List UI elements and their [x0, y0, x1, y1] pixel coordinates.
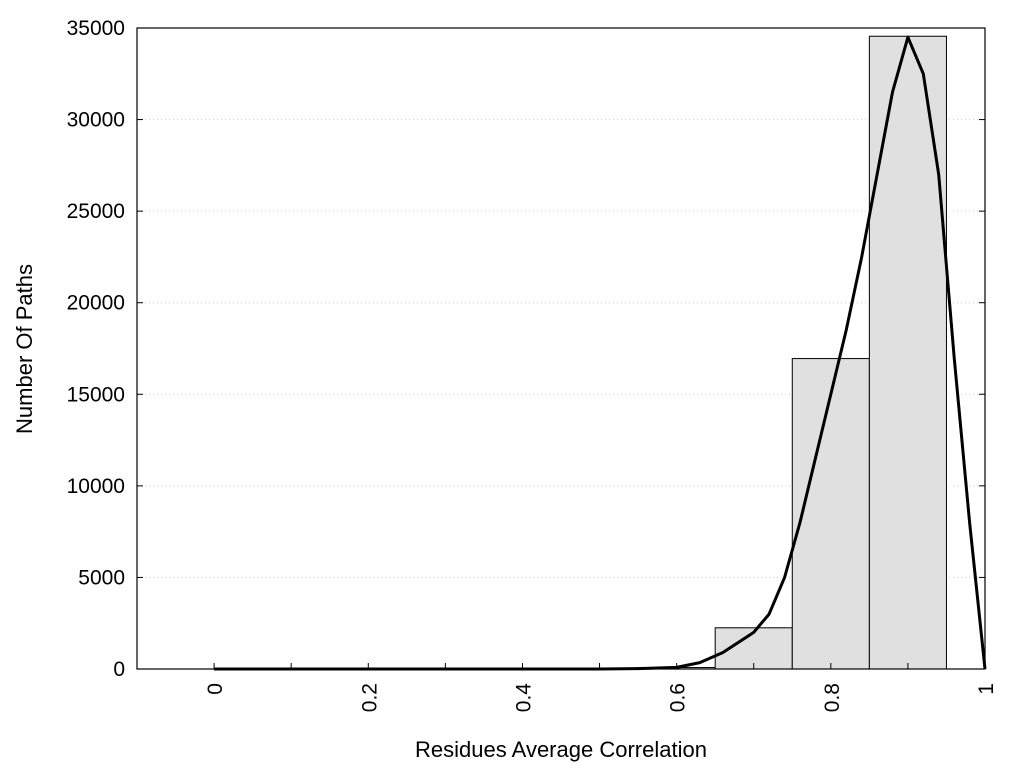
y-tick-label: 15000: [67, 383, 125, 406]
x-axis-title: Residues Average Correlation: [415, 737, 707, 762]
y-tick-label: 35000: [67, 17, 125, 40]
y-axis-title: Number Of Paths: [12, 264, 37, 434]
bars-layer: [637, 35, 947, 670]
density-curve: [214, 35, 987, 671]
y-tick-label: 10000: [67, 475, 125, 498]
y-tick-label: 25000: [67, 200, 125, 223]
histogram-bar: [791, 358, 870, 670]
x-tick-label: 0.8: [821, 683, 844, 712]
grid-layer: [137, 119, 985, 578]
x-tick-label: 0.2: [358, 683, 381, 712]
y-tick-label: 30000: [67, 109, 125, 132]
y-tick-label: 20000: [67, 292, 125, 315]
curve-layer: [214, 35, 987, 671]
x-tick-label: 0.6: [667, 683, 690, 712]
y-tick-label: 5000: [78, 566, 125, 589]
x-tick-label: 0: [204, 683, 227, 695]
x-tick-label: 0.4: [512, 683, 535, 713]
y-tick-label: 0: [113, 658, 125, 681]
histogram-bar: [868, 35, 947, 670]
plot-frame: [136, 27, 986, 670]
x-tick-label: 1: [975, 683, 998, 695]
ticks-layer: 0 5000 10000 15000 20000 25000 30000 35000 0 0.2 0…: [67, 17, 998, 712]
